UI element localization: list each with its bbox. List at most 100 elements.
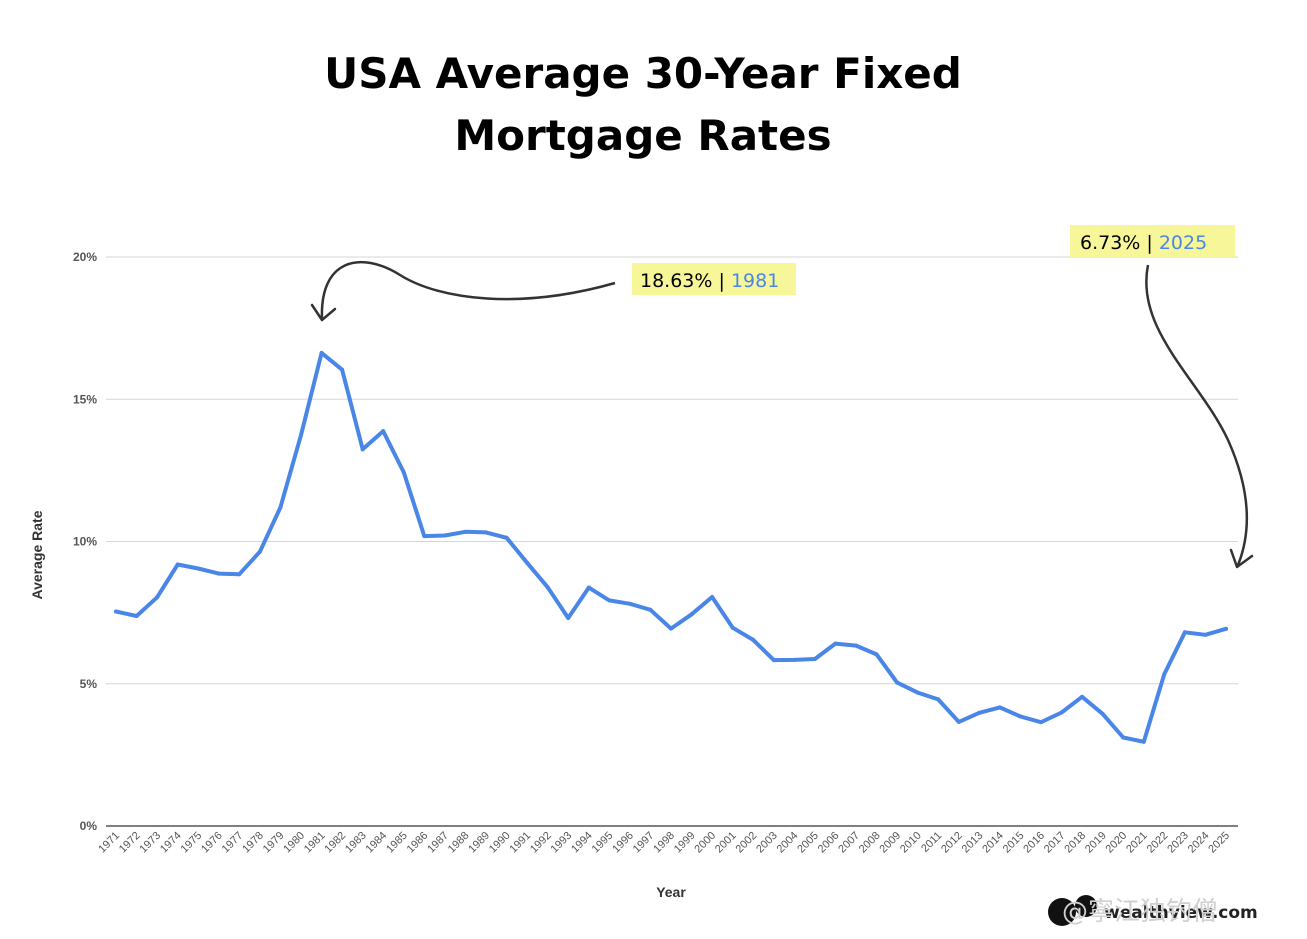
annotation-peak-text: 18.63% | 1981 (640, 270, 779, 292)
chart-title-line-2: Mortgage Rates (454, 111, 831, 160)
annotation-peak-highlight (632, 263, 796, 295)
x-tick-label: 1997 (631, 830, 657, 856)
weibo-logo-icon (1048, 898, 1076, 926)
data-point (936, 697, 941, 702)
data-point (340, 367, 345, 372)
x-tick-label: 2014 (980, 830, 1006, 856)
data-point (669, 626, 673, 631)
data-point (155, 595, 160, 600)
x-tick-label: 1999 (672, 830, 698, 856)
data-point (545, 585, 550, 590)
x-tick-label: 1976 (199, 830, 225, 856)
x-tick-label: 1994 (569, 830, 595, 856)
data-point (1182, 630, 1187, 635)
x-tick-label: 2019 (1083, 830, 1109, 856)
data-point (319, 350, 324, 355)
x-tick-label: 1982 (322, 830, 348, 856)
data-point (525, 560, 530, 565)
annotation-peak-arrow (320, 260, 616, 319)
x-tick-label: 1981 (302, 830, 328, 856)
data-point (812, 656, 817, 661)
y-tick-label: 5% (80, 677, 98, 691)
data-point (895, 680, 900, 685)
data-point (874, 652, 879, 657)
data-point (299, 433, 303, 438)
data-point (134, 614, 139, 619)
data-point (627, 601, 632, 606)
x-tick-label: 1987 (425, 830, 451, 856)
watermark: wealthview.com @寧江独钓僧 (1048, 895, 1258, 927)
data-point (648, 607, 653, 612)
x-tick-label: 1992 (528, 830, 554, 856)
data-point (1141, 739, 1146, 744)
data-point (854, 643, 858, 648)
x-tick-label: 1973 (137, 830, 163, 856)
x-tick-label: 1996 (610, 830, 636, 856)
data-point (1080, 694, 1085, 699)
x-tick-label: 1995 (590, 830, 616, 856)
x-tick-label: 2011 (919, 830, 944, 855)
x-tick-label: 1978 (240, 830, 266, 856)
data-point (1162, 672, 1167, 677)
data-point (566, 616, 571, 621)
annotation-latest-arrowhead (1229, 548, 1254, 569)
x-tick-label: 2017 (1042, 830, 1068, 856)
chart-title-line-1: USA Average 30-Year Fixed (324, 49, 962, 98)
x-tick-label: 1990 (487, 830, 513, 856)
data-point (792, 657, 797, 662)
x-tick-label: 2001 (713, 830, 739, 856)
data-point (607, 598, 612, 603)
x-tick-label: 1991 (507, 830, 533, 856)
x-tick-label: 2013 (960, 830, 986, 856)
data-point (1203, 632, 1208, 637)
x-tick-label: 2022 (1145, 830, 1171, 856)
x-tick-label: 1989 (466, 830, 492, 856)
x-tick-label: 1993 (549, 830, 575, 856)
x-tick-label: 2015 (1001, 830, 1027, 856)
data-points (114, 350, 1228, 744)
data-point (1224, 626, 1228, 631)
data-point (401, 470, 406, 475)
y-axis-ticks: 0% 5% 10% 15% 20% (73, 250, 97, 833)
x-tick-label: 2010 (898, 830, 924, 856)
data-point (237, 572, 242, 577)
data-point (689, 612, 694, 617)
x-axis-ticks: 1971197219731974197519761977197819791980… (96, 830, 1232, 856)
x-tick-label: 2003 (754, 830, 780, 856)
x-tick-label: 2016 (1021, 830, 1047, 856)
data-point (771, 658, 776, 663)
data-point (1059, 710, 1064, 715)
data-point (1100, 711, 1105, 716)
data-point (915, 690, 920, 695)
data-point (360, 447, 365, 452)
data-point (1039, 720, 1043, 725)
data-point (504, 535, 509, 540)
data-point (730, 625, 735, 630)
x-tick-label: 1974 (158, 830, 184, 856)
data-point (196, 566, 201, 571)
x-tick-label: 1988 (446, 830, 472, 856)
annotation-peak: 18.63% | 1981 (310, 260, 796, 322)
x-tick-label: 2006 (816, 830, 842, 856)
x-axis-label: Year (656, 884, 686, 900)
x-tick-label: 2025 (1206, 830, 1232, 856)
y-axis-label: Average Rate (29, 510, 45, 599)
data-point (216, 571, 221, 576)
data-point (463, 529, 468, 534)
data-point (484, 530, 488, 535)
annotation-latest-arrow (1145, 264, 1249, 566)
weibo-logo-icon-part (1075, 895, 1097, 917)
x-tick-label: 1972 (117, 830, 143, 856)
data-point (710, 594, 715, 599)
annotation-latest-text: 6.73% | 2025 (1080, 232, 1207, 254)
x-tick-label: 1986 (405, 830, 431, 856)
data-point (114, 609, 118, 614)
y-tick-label: 15% (73, 392, 97, 406)
x-tick-label: 1985 (384, 830, 410, 856)
x-tick-label: 1984 (364, 830, 390, 856)
x-tick-label: 2004 (775, 830, 801, 856)
data-point (175, 562, 180, 567)
data-point (751, 637, 756, 642)
data-point (278, 505, 283, 510)
x-tick-label: 2009 (877, 830, 903, 856)
